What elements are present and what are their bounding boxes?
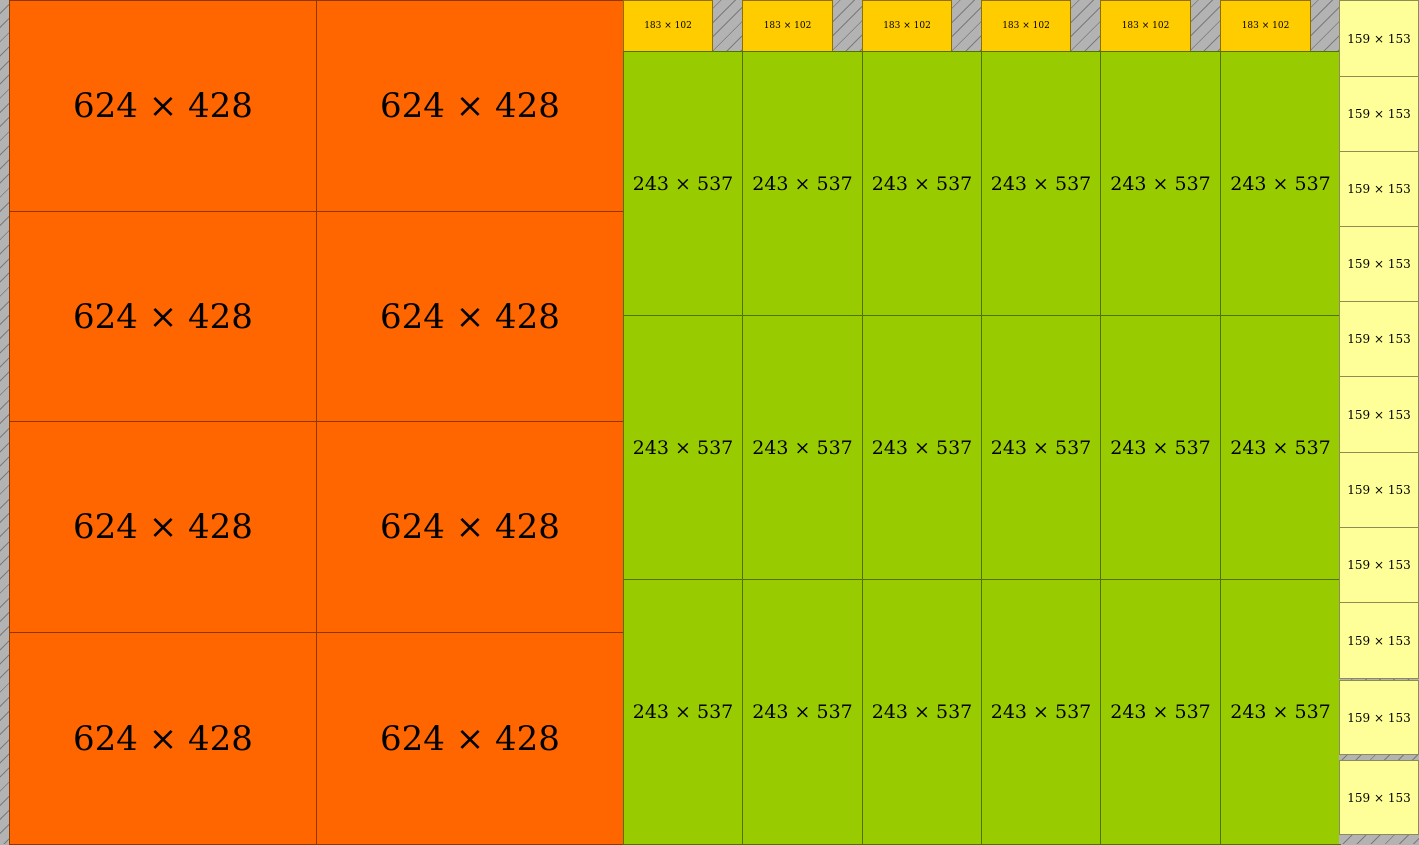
tall-tile: 243 × 537 [862, 315, 982, 580]
side-tile: 159 × 153 [1339, 452, 1419, 528]
tall-tile: 243 × 537 [981, 579, 1101, 845]
large-tile: 624 × 428 [316, 0, 624, 212]
large-tile: 624 × 428 [9, 0, 317, 212]
empty-space [0, 0, 10, 844]
tall-tile: 243 × 537 [1100, 315, 1221, 580]
tall-tile: 243 × 537 [862, 579, 982, 845]
large-tile: 624 × 428 [316, 421, 624, 633]
side-tile: 159 × 153 [1339, 226, 1419, 302]
header-tile: 183 × 102 [623, 0, 713, 52]
header-tile: 183 × 102 [981, 0, 1071, 52]
large-tile: 624 × 428 [9, 632, 317, 845]
tall-tile: 243 × 537 [1220, 579, 1341, 845]
header-tile: 183 × 102 [862, 0, 952, 52]
large-tile: 624 × 428 [316, 211, 624, 422]
tall-tile: 243 × 537 [623, 51, 743, 316]
tall-tile: 243 × 537 [1220, 315, 1341, 580]
side-tile: 159 × 153 [1339, 151, 1419, 227]
header-tile: 183 × 102 [1100, 0, 1191, 52]
large-tile: 624 × 428 [9, 211, 317, 422]
side-tile: 159 × 153 [1339, 680, 1419, 755]
large-tile: 624 × 428 [316, 632, 624, 845]
side-tile: 159 × 153 [1339, 376, 1419, 453]
tall-tile: 243 × 537 [981, 51, 1101, 316]
tall-tile: 243 × 537 [1100, 579, 1221, 845]
tall-tile: 243 × 537 [623, 315, 743, 580]
tall-tile: 243 × 537 [862, 51, 982, 316]
tall-tile: 243 × 537 [981, 315, 1101, 580]
tall-tile: 243 × 537 [623, 579, 743, 845]
header-tile: 183 × 102 [742, 0, 833, 52]
tall-tile: 243 × 537 [1100, 51, 1221, 316]
side-tile: 159 × 153 [1339, 0, 1419, 77]
tall-tile: 243 × 537 [742, 579, 863, 845]
side-tile: 159 × 153 [1339, 301, 1419, 377]
side-tile: 159 × 153 [1339, 602, 1419, 679]
side-tile: 159 × 153 [1339, 527, 1419, 603]
header-tile: 183 × 102 [1220, 0, 1311, 52]
tall-tile: 243 × 537 [742, 51, 863, 316]
large-tile: 624 × 428 [9, 421, 317, 633]
side-tile: 159 × 153 [1339, 760, 1419, 835]
tall-tile: 243 × 537 [742, 315, 863, 580]
tall-tile: 243 × 537 [1220, 51, 1341, 316]
side-tile: 159 × 153 [1339, 76, 1419, 152]
